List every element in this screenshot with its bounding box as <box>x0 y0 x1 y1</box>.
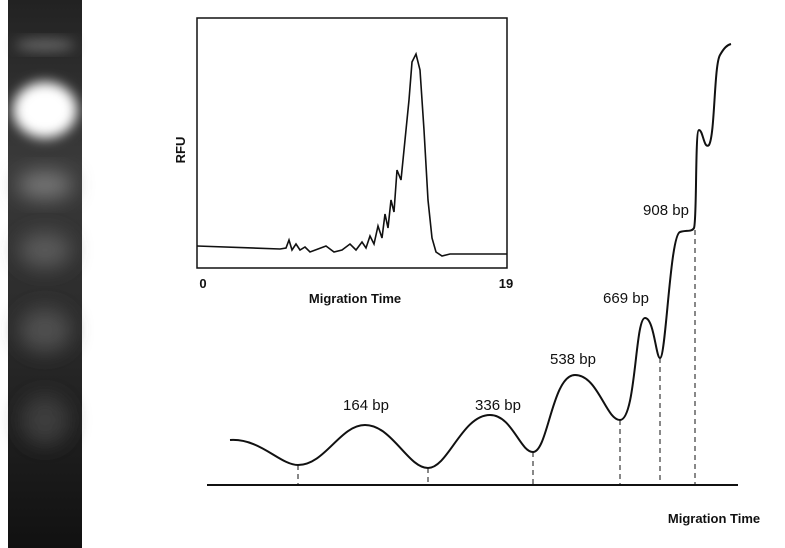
main-x-label: Migration Time <box>668 511 760 526</box>
peak-label: 164 bp <box>343 397 389 414</box>
inset-x-tick: 19 <box>499 276 513 291</box>
inset-y-label: RFU <box>173 137 188 164</box>
dashed-markers <box>297 230 696 485</box>
peak-label: 336 bp <box>475 397 521 414</box>
gel-lane <box>8 0 82 548</box>
peak-label: 908 bp <box>643 202 689 219</box>
inset-frame <box>196 17 508 269</box>
peak-label: 538 bp <box>550 351 596 368</box>
main-trace <box>229 43 732 470</box>
inset-trace <box>196 51 507 257</box>
main-chart: 164 bp 336 bp 538 bp 669 bp 908 bp Migra… <box>207 43 760 526</box>
inset-x-tick: 0 <box>199 276 206 291</box>
peak-label: 669 bp <box>603 290 649 307</box>
inset-chart: RFU 0 19 Migration Time <box>173 17 513 306</box>
inset-x-label: Migration Time <box>309 291 401 306</box>
